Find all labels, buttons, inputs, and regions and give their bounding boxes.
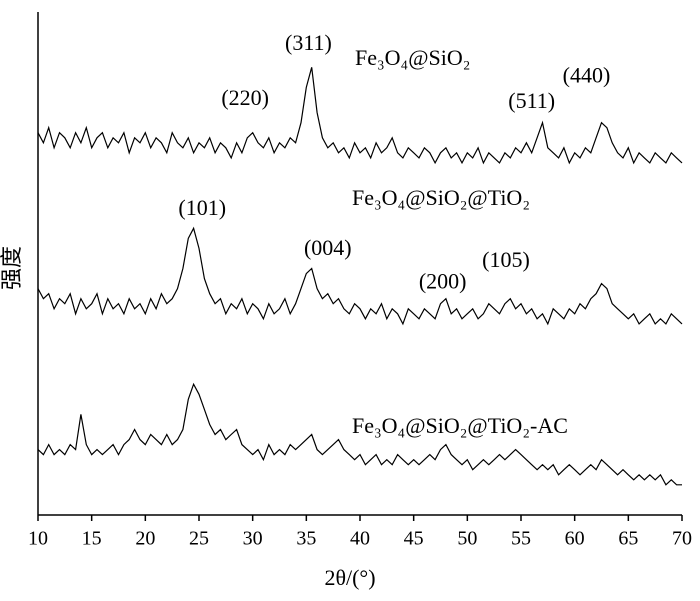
xrd-line — [37, 226, 683, 326]
peak-label: (440) — [563, 62, 611, 87]
y-axis-label: 强度 — [0, 246, 24, 290]
peak-label: (101) — [178, 195, 226, 220]
peak-label: (004) — [304, 235, 352, 260]
peak-label: (105) — [482, 247, 530, 272]
xrd-line — [37, 67, 683, 165]
x-tick-label: 15 — [82, 528, 102, 550]
x-tick-label: 30 — [243, 528, 263, 550]
x-tick-label: 65 — [618, 528, 638, 550]
x-axis-label: 2θ/(°) — [324, 565, 375, 590]
peak-label: (200) — [419, 269, 467, 294]
series-label: Fe₃O₄@SiO₂@TiO₂ — [352, 185, 530, 210]
x-tick-label: 40 — [350, 528, 370, 550]
x-tick-label: 60 — [565, 528, 585, 550]
x-tick-label: 10 — [28, 528, 48, 550]
x-tick-label: 20 — [135, 528, 155, 550]
x-tick-label: 25 — [189, 528, 209, 550]
series-label: Fe₃O₄@SiO₂@TiO₂-AC — [352, 413, 568, 438]
series-label: Fe₃O₄@SiO₂ — [355, 45, 470, 70]
xrd-line — [37, 382, 682, 486]
x-tick-label: 35 — [296, 528, 316, 550]
x-tick-label: 50 — [457, 528, 477, 550]
x-tick-label: 70 — [672, 528, 692, 550]
x-tick-label: 55 — [511, 528, 531, 550]
peak-label: (220) — [221, 85, 269, 110]
peak-label: (511) — [508, 88, 555, 113]
x-tick-label: 45 — [404, 528, 424, 550]
peak-label: (311) — [285, 30, 332, 55]
